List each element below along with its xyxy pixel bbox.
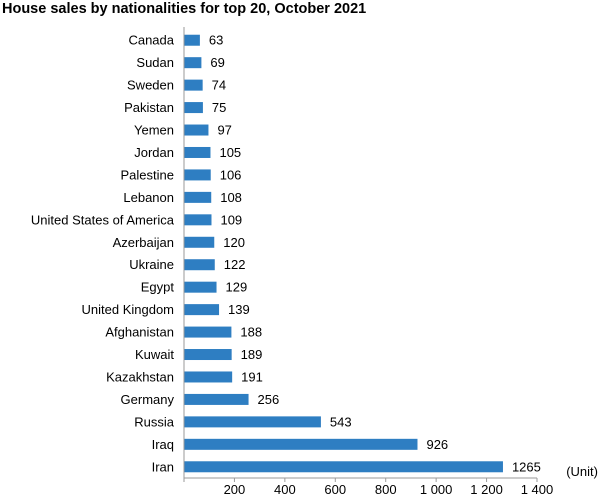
value-label-canada: 63 <box>209 33 223 48</box>
x-tick-label-1200: 1 200 <box>470 482 503 497</box>
x-tick-label-200: 200 <box>224 482 246 497</box>
bar-kazakhstan <box>184 371 233 383</box>
category-label-ukraine: Ukraine <box>129 257 174 272</box>
bar-iraq <box>184 438 418 450</box>
category-label-germany: Germany <box>121 392 175 407</box>
value-label-afghanistan: 188 <box>240 325 262 340</box>
bars-layer: Canada 63 Sudan 69 Sweden 74 Pakistan 75 Yemen 97… <box>31 33 541 475</box>
value-label-yemen: 97 <box>217 123 231 138</box>
value-label-sweden: 74 <box>212 78 226 93</box>
bar-egypt <box>184 281 217 293</box>
category-label-egypt: Egypt <box>141 280 175 295</box>
bar-azerbaijan <box>184 236 215 248</box>
value-label-russia: 543 <box>330 414 352 429</box>
x-tick-label-400: 400 <box>274 482 296 497</box>
value-label-kuwait: 189 <box>241 347 263 362</box>
category-label-united-kingdom: United Kingdom <box>82 302 175 317</box>
value-label-pakistan: 75 <box>212 100 226 115</box>
category-label-azerbaijan: Azerbaijan <box>113 235 174 250</box>
value-label-egypt: 129 <box>226 280 248 295</box>
category-label-jordan: Jordan <box>134 145 174 160</box>
bar-afghanistan <box>184 326 232 338</box>
chart-title: House sales by nationalities for top 20,… <box>2 1 367 17</box>
unit-label: (Unit) <box>566 464 598 479</box>
category-label-kuwait: Kuwait <box>135 347 174 362</box>
category-label-kazakhstan: Kazakhstan <box>106 369 174 384</box>
category-label-sweden: Sweden <box>127 78 174 93</box>
bar-sudan <box>184 57 202 69</box>
category-label-iran: Iran <box>152 459 174 474</box>
value-label-kazakhstan: 191 <box>241 369 263 384</box>
bar-united-kingdom <box>184 304 220 316</box>
value-label-united-kingdom: 139 <box>228 302 250 317</box>
bar-ukraine <box>184 259 215 271</box>
bar-lebanon <box>184 191 212 203</box>
value-label-azerbaijan: 120 <box>223 235 245 250</box>
bar-kuwait <box>184 349 232 361</box>
x-tick-label-1400: 1 400 <box>521 482 554 497</box>
bar-jordan <box>184 146 211 158</box>
bar-germany <box>184 393 249 405</box>
value-label-iran: 1265 <box>512 459 541 474</box>
category-label-iraq: Iraq <box>152 437 174 452</box>
bar-palestine <box>184 169 211 181</box>
x-tick-label-600: 600 <box>324 482 346 497</box>
category-label-lebanon: Lebanon <box>123 190 174 205</box>
value-label-jordan: 105 <box>219 145 241 160</box>
bar-canada <box>184 34 200 46</box>
value-label-ukraine: 122 <box>224 257 246 272</box>
value-label-lebanon: 108 <box>220 190 242 205</box>
bar-pakistan <box>184 102 203 114</box>
x-tick-label-1000: 1 000 <box>420 482 453 497</box>
category-label-palestine: Palestine <box>121 167 174 182</box>
category-label-afghanistan: Afghanistan <box>105 325 174 340</box>
category-label-sudan: Sudan <box>136 55 174 70</box>
value-label-united-states-of-america: 109 <box>220 212 242 227</box>
bar-united-states-of-america <box>184 214 212 226</box>
bar-yemen <box>184 124 209 136</box>
category-label-united-states-of-america: United States of America <box>31 212 175 227</box>
value-label-sudan: 69 <box>210 55 224 70</box>
value-label-germany: 256 <box>258 392 280 407</box>
x-axis: 200 400 600 800 1 000 1 200 1 400 (Unit) <box>183 27 598 497</box>
x-tick-label-800: 800 <box>375 482 397 497</box>
bar-iran <box>184 461 503 473</box>
category-label-pakistan: Pakistan <box>124 100 174 115</box>
bar-sweden <box>184 79 203 91</box>
value-label-iraq: 926 <box>426 437 448 452</box>
category-label-canada: Canada <box>128 33 174 48</box>
category-label-yemen: Yemen <box>134 123 174 138</box>
bar-russia <box>184 416 321 428</box>
category-label-russia: Russia <box>134 414 175 429</box>
value-label-palestine: 106 <box>220 167 242 182</box>
